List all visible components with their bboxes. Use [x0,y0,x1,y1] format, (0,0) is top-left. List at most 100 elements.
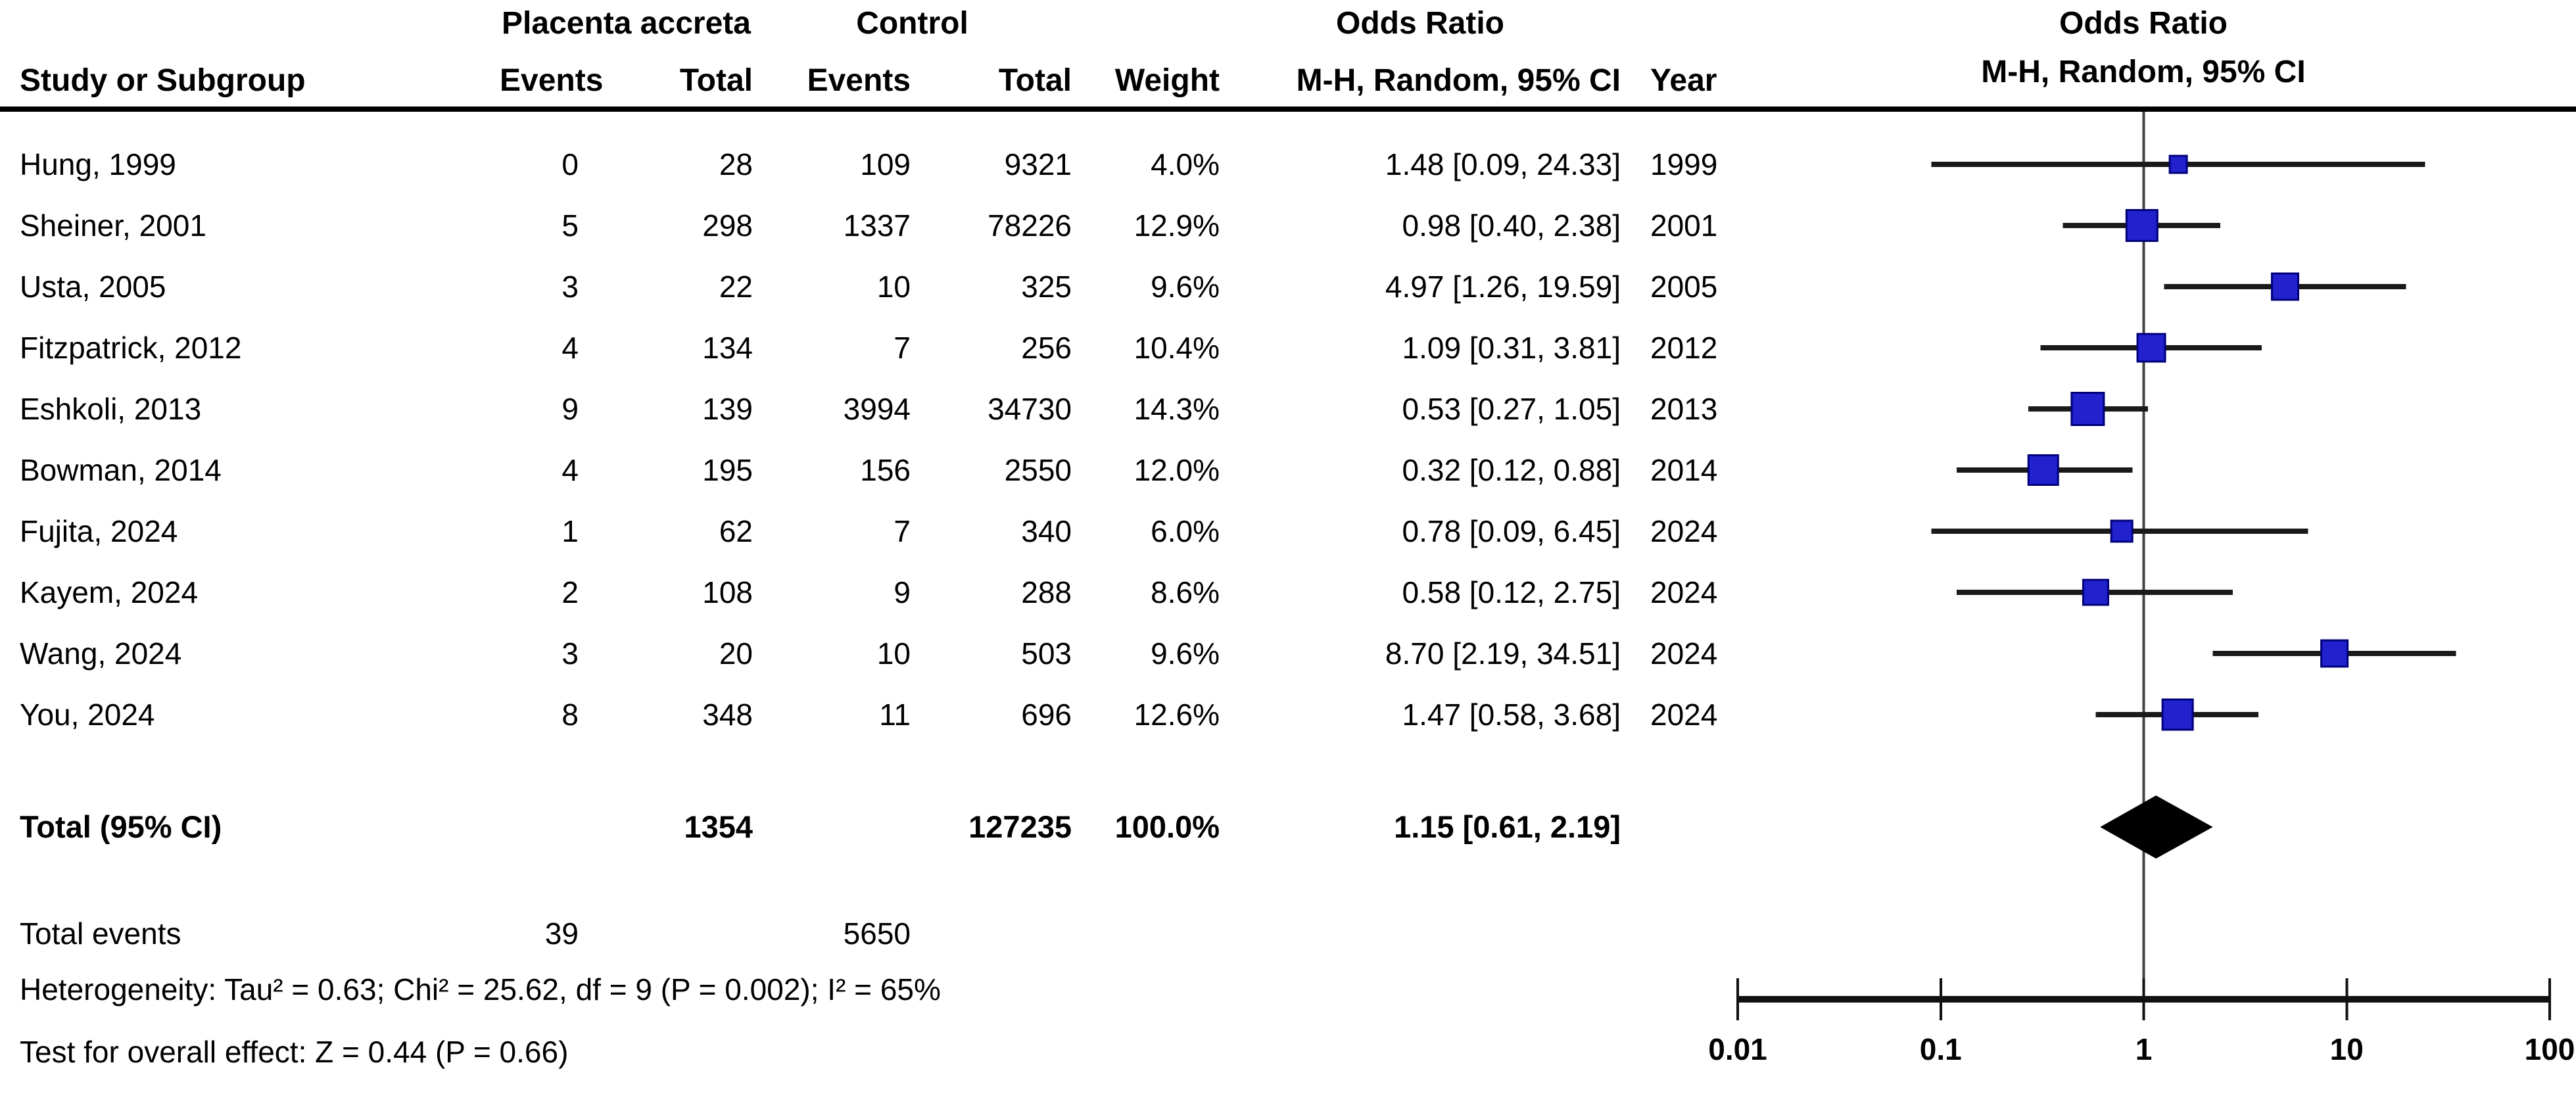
axis-tick-label: 0.01 [1708,1032,1767,1066]
study-row: Kayem, 2024 2 108 9 288 8.6% 0.58 [0.12, 2.75]… [0,562,1788,623]
effect-square [2027,454,2059,486]
column-header-row: Study or Subgroup Events Total Events To… [0,54,1788,107]
axis-tick-label: 1 [2135,1032,2153,1066]
events-cell: 9 [561,392,579,426]
effect-square [2168,154,2188,174]
control-events-cell: 10 [876,636,911,671]
total-accreta-total: 1354 [684,809,753,844]
ci-text-cell: 1.09 [0.31, 3.81] [1402,331,1621,365]
group-header-control: Control [856,6,968,41]
study-name-cell: Wang, 2024 [20,636,182,671]
control-events-cell: 1337 [843,208,911,243]
effect-square [2136,333,2166,363]
heterogeneity-text: Heterogeneity: Tau² = 0.63; Chi² = 25.62… [20,972,941,1006]
events-cell: 5 [561,208,579,243]
col-header-study: Study or Subgroup [20,62,306,98]
effect-square [2161,698,2194,731]
events-cell: 1 [561,514,579,548]
year-cell: 1999 [1650,147,1718,181]
total-cell: 108 [702,575,753,609]
weight-cell: 10.4% [1133,331,1220,365]
control-events-cell: 109 [860,147,911,181]
year-cell: 2024 [1650,636,1718,671]
effect-square [2082,579,2109,606]
control-total-cell: 503 [1021,636,1072,671]
weight-cell: 12.0% [1133,453,1220,487]
study-row: Wang, 2024 3 20 10 503 9.6% 8.70 [2.19, 34.51]… [0,623,1788,684]
year-cell: 2001 [1650,208,1718,243]
total-control-total: 127235 [968,809,1072,844]
total-cell: 298 [702,208,753,243]
study-row: Eshkoli, 2013 9 139 3994 34730 14.3% 0.53 [0.2… [0,379,1788,440]
header-rule [0,107,2576,112]
control-events-cell: 11 [879,698,911,732]
control-total-cell: 2550 [1004,453,1072,487]
total-cell: 20 [719,636,753,671]
weight-cell: 14.3% [1133,392,1220,426]
study-name-cell: Usta, 2005 [20,270,166,304]
axis-tick-label: 10 [2330,1032,2364,1066]
total-events-accreta: 39 [544,916,579,951]
control-events-cell: 7 [894,514,911,548]
total-cell: 62 [719,514,753,548]
events-cell: 2 [561,575,579,609]
control-total-cell: 78226 [988,208,1072,243]
ci-text-cell: 4.97 [1.26, 19.59] [1385,270,1621,304]
ci-text-cell: 0.98 [0.40, 2.38] [1402,208,1621,243]
study-name-cell: Bowman, 2014 [20,453,222,487]
effect-square [2320,639,2349,668]
effect-square [2110,519,2134,543]
total-events-control: 5650 [843,916,911,951]
col-header-total2: Total [998,62,1072,98]
events-cell: 4 [561,453,579,487]
total-label: Total (95% CI) [20,809,222,844]
study-row: Fujita, 2024 1 62 7 340 6.0% 0.78 [0.09, 6.45]… [0,501,1788,562]
total-cell: 348 [702,698,753,732]
total-row: Total (95% CI) 1354 127235 100.0% 1.15 [… [0,796,1788,857]
study-name-cell: Fitzpatrick, 2012 [20,331,242,365]
year-cell: 2012 [1650,331,1718,365]
study-row: Bowman, 2014 4 195 156 2550 12.0% 0.32 [0.12, … [0,440,1788,501]
weight-cell: 9.6% [1151,636,1220,671]
events-cell: 3 [561,636,579,671]
ci-text-cell: 8.70 [2.19, 34.51] [1385,636,1621,671]
odds-ratio-header-left: Odds Ratio [1335,6,1504,41]
study-row: Hung, 1999 0 28 109 9321 4.0% 1.48 [0.09, 24.3… [0,134,1788,195]
overall-effect-text: Test for overall effect: Z = 0.44 (P = 0… [20,1035,569,1069]
total-cell: 22 [719,270,753,304]
study-row: Sheiner, 2001 5 298 1337 78226 12.9% 0.98 [0.4… [0,195,1788,256]
effect-square [2271,272,2299,301]
control-total-cell: 9321 [1004,147,1072,181]
weight-cell: 6.0% [1151,514,1220,548]
control-total-cell: 256 [1021,331,1072,365]
total-weight: 100.0% [1114,809,1220,844]
total-cell: 195 [702,453,753,487]
effect-square [2070,392,2105,426]
group-header-accreta: Placenta accreta [502,6,751,41]
total-cell: 139 [702,392,753,426]
weight-cell: 8.6% [1151,575,1220,609]
control-events-cell: 9 [894,575,911,609]
study-row: Usta, 2005 3 22 10 325 9.6% 4.97 [1.26, 19.59]… [0,256,1788,318]
effect-square [2125,209,2159,242]
control-total-cell: 340 [1021,514,1072,548]
col-header-events2: Events [807,62,911,98]
study-name-cell: Hung, 1999 [20,147,176,181]
col-header-year: Year [1650,62,1717,98]
year-cell: 2024 [1650,698,1718,732]
year-cell: 2005 [1650,270,1718,304]
weight-cell: 9.6% [1151,270,1220,304]
col-header-ci: M-H, Random, 95% CI [1296,62,1621,98]
study-row: Fitzpatrick, 2012 4 134 7 256 10.4% 1.09 [0.31… [0,318,1788,379]
year-cell: 2024 [1650,514,1718,548]
pooled-diamond [2100,795,2213,859]
control-total-cell: 288 [1021,575,1072,609]
total-ci: 1.15 [0.61, 2.19] [1394,809,1621,844]
year-cell: 2013 [1650,392,1718,426]
study-name-cell: Eshkoli, 2013 [20,392,202,426]
year-cell: 2024 [1650,575,1718,609]
axis-tick-label: 100 [2525,1032,2575,1066]
total-cell: 134 [702,331,753,365]
control-events-cell: 3994 [843,392,911,426]
control-events-cell: 156 [860,453,911,487]
